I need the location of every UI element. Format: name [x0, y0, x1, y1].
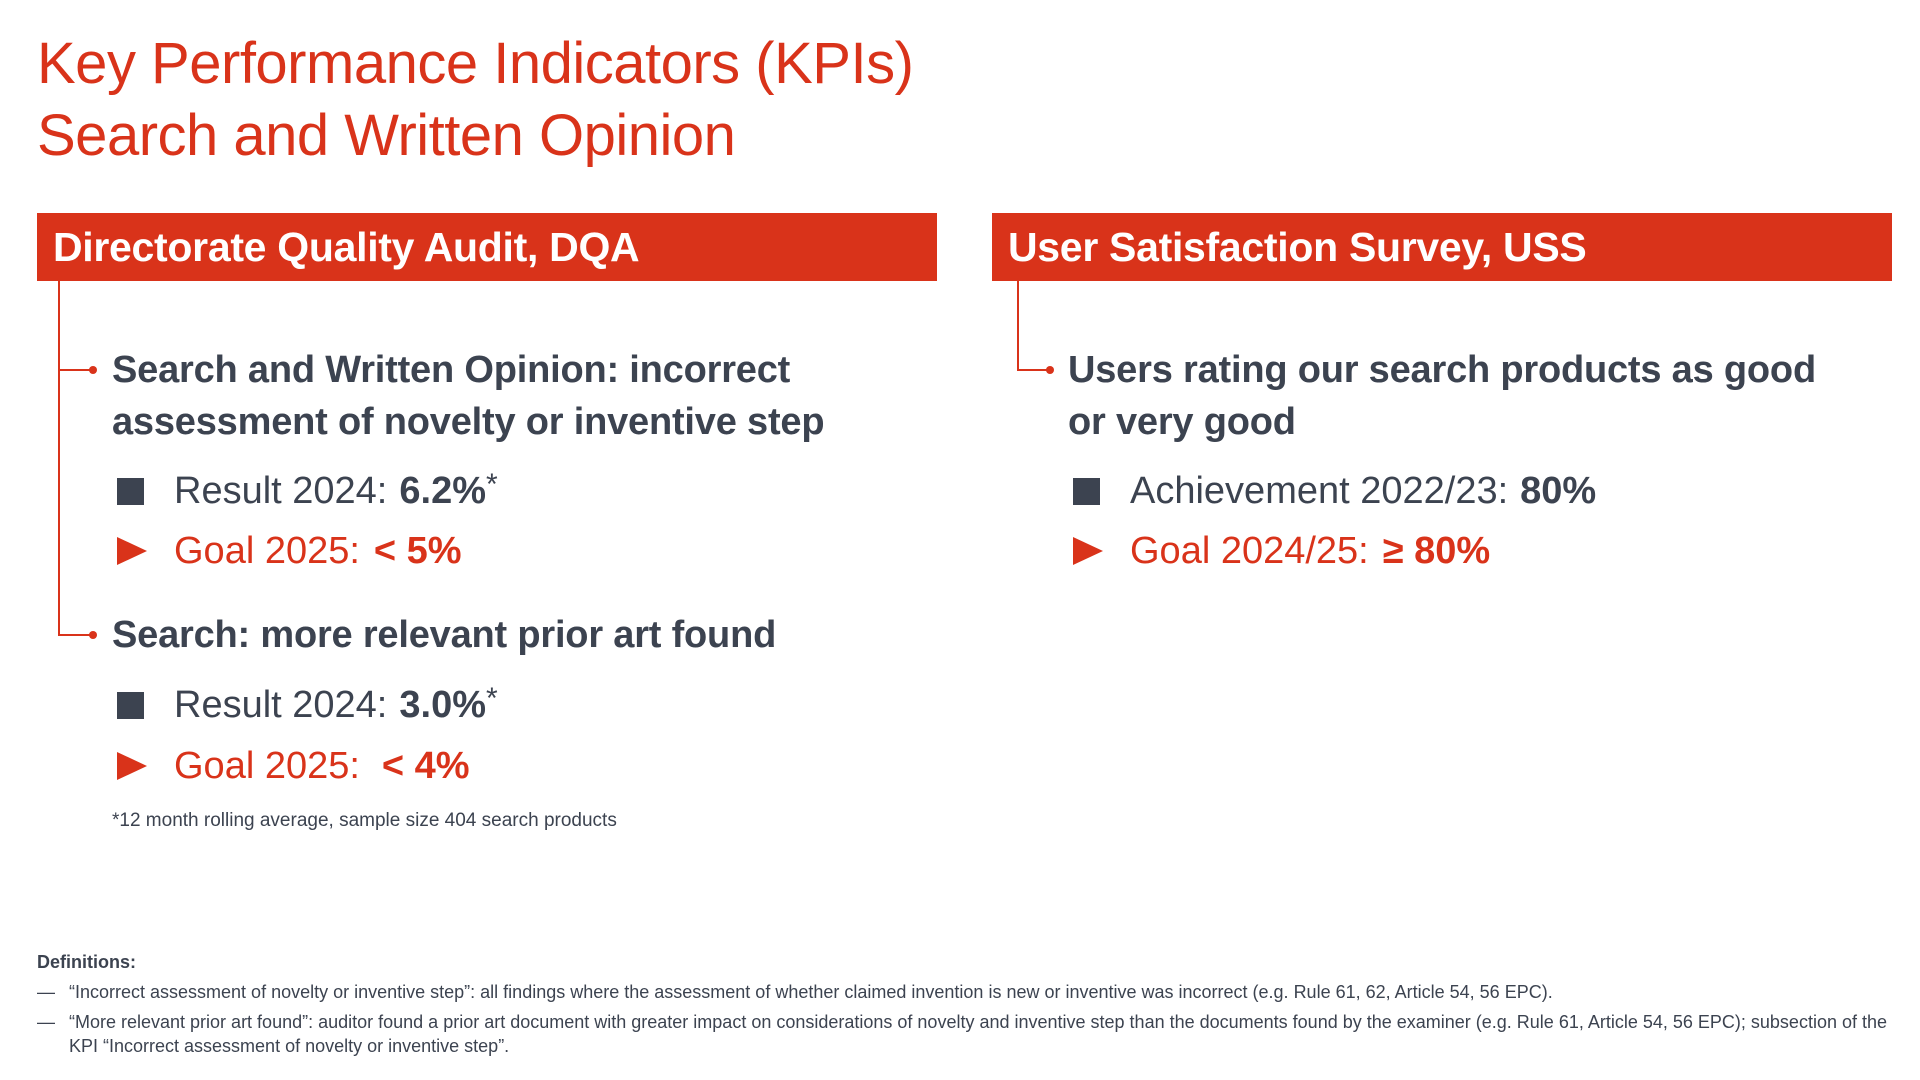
dqa-kpi-2-goal-row: Goal 2025: < 4%: [117, 740, 470, 792]
dqa-kpi-1-result-footnote-mark: *: [486, 468, 498, 501]
uss-achievement-label: Achievement 2022/23:: [1130, 470, 1509, 512]
dqa-connector-branch-1: [58, 369, 94, 371]
dqa-kpi-2-result-value: 3.0%: [399, 684, 486, 726]
uss-kpi-heading: Users rating our search products as good…: [1068, 344, 1816, 448]
dqa-header: Directorate Quality Audit, DQA: [37, 213, 937, 281]
definitions-title: Definitions:: [37, 952, 136, 972]
uss-header: User Satisfaction Survey, USS: [992, 213, 1892, 281]
dqa-kpi-2-heading: Search: more relevant prior art found: [112, 609, 776, 661]
dqa-kpi-1-result-value: 6.2%: [399, 470, 486, 512]
dqa-kpi-2-goal-label: Goal 2025:: [174, 745, 360, 787]
triangle-arrow-icon: [1073, 537, 1103, 565]
dqa-connector-dot-1: [89, 366, 97, 374]
square-bullet-icon: [117, 691, 144, 719]
triangle-arrow-icon: [117, 752, 147, 780]
dqa-connector-vertical: [58, 281, 60, 636]
dqa-kpi-2-result-label: Result 2024:: [174, 684, 388, 726]
definition-text-2: “More relevant prior art found”: auditor…: [69, 1012, 1887, 1056]
dqa-kpi-1-result-row: Result 2024: 6.2% *: [117, 465, 498, 517]
dqa-connector-branch-2: [58, 634, 94, 636]
dqa-kpi-1-goal-row: Goal 2025: < 5%: [117, 525, 462, 577]
uss-kpi-heading-line-1: Users rating our search products as good: [1068, 349, 1816, 391]
definition-text-1: “Incorrect assessment of novelty or inve…: [69, 982, 1553, 1002]
definition-dash: —: [37, 1012, 55, 1032]
page-title-line-1: Key Performance Indicators (KPIs): [37, 31, 914, 96]
square-bullet-icon: [1073, 477, 1100, 505]
dqa-connector-dot-2: [89, 631, 97, 639]
dqa-kpi-1-goal-value: < 5%: [373, 530, 462, 572]
dqa-kpi-1-heading: Search and Written Opinion: incorrect as…: [112, 344, 825, 448]
uss-achievement-value: 80%: [1520, 470, 1597, 512]
uss-goal-label: Goal 2024/25:: [1130, 530, 1369, 572]
dqa-kpi-1-heading-line-1: Search and Written Opinion: incorrect: [112, 349, 791, 391]
uss-achievement-row: Achievement 2022/23: 80%: [1073, 465, 1596, 517]
page-title: Key Performance Indicators (KPIs) Search…: [37, 28, 914, 172]
definition-dash: —: [37, 982, 55, 1002]
uss-connector-branch: [1017, 369, 1051, 371]
triangle-arrow-icon: [117, 537, 147, 565]
dqa-kpi-2-result-row: Result 2024: 3.0% *: [117, 679, 498, 731]
dqa-kpi-1-result-label: Result 2024:: [174, 470, 388, 512]
uss-goal-value: ≥ 80%: [1382, 530, 1491, 572]
uss-kpi-heading-line-2: or very good: [1068, 401, 1296, 443]
dqa-kpi-2-result-footnote-mark: *: [486, 682, 498, 715]
page-title-line-2: Search and Written Opinion: [37, 103, 736, 168]
dqa-kpi-1-heading-line-2: assessment of novelty or inventive step: [112, 401, 825, 443]
uss-connector-dot: [1046, 366, 1054, 374]
uss-connector-vertical: [1017, 281, 1019, 371]
dqa-kpi-2-goal-value: < 4%: [381, 745, 470, 787]
definitions-section: Definitions: — “Incorrect assessment of …: [37, 950, 1897, 1064]
definition-item: — “More relevant prior art found”: audit…: [37, 1010, 1897, 1058]
definition-item: — “Incorrect assessment of novelty or in…: [37, 980, 1897, 1004]
dqa-kpi-1-goal-label: Goal 2025:: [174, 530, 360, 572]
dqa-kpi-2-heading-line-1: Search: more relevant prior art found: [112, 614, 777, 656]
dqa-footnote: *12 month rolling average, sample size 4…: [112, 810, 617, 831]
square-bullet-icon: [117, 477, 144, 505]
uss-goal-row: Goal 2024/25: ≥ 80%: [1073, 525, 1490, 577]
